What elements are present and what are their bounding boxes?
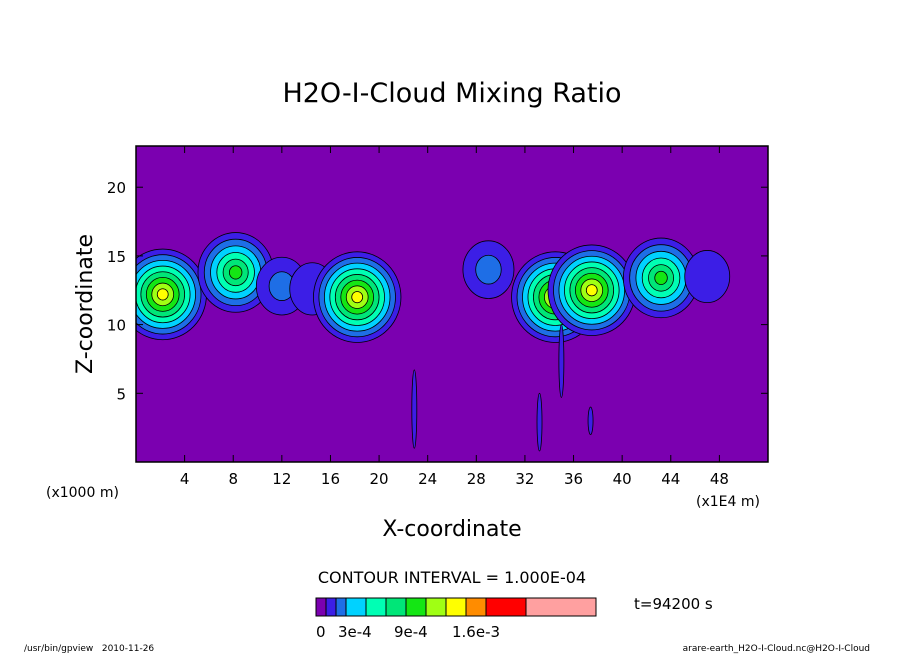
footer-left: /usr/bin/gpview 2010-11-26: [24, 644, 154, 654]
colorbar-swatch: [445, 597, 467, 617]
plot-area: [135, 145, 769, 463]
y-tick-label: 15: [107, 248, 126, 266]
y-tick-label: 10: [107, 317, 126, 335]
colorbar-swatch: [525, 597, 597, 617]
contour-level: [654, 270, 668, 285]
colorbar-label: 9e-4: [394, 623, 428, 641]
cloud-blob: [547, 244, 636, 336]
streak-feature: [536, 392, 543, 452]
contour-level: [228, 265, 243, 280]
y-axis-label: Z-coordinate: [73, 234, 98, 374]
colorbar-label: 3e-4: [338, 623, 372, 641]
cloud-blob: [684, 250, 731, 304]
contour-level: [585, 284, 598, 297]
streak-feature: [587, 406, 594, 435]
x-tick-label: 4: [180, 470, 190, 488]
colorbar-swatch: [485, 597, 527, 617]
colorbar-swatch: [365, 597, 387, 617]
x-tick-label: 48: [710, 470, 729, 488]
x-tick-label: 36: [564, 470, 583, 488]
footer-right: arare-earth_H2O-I-Cloud.nc@H2O-I-Cloud: [683, 644, 870, 654]
cloud-blob: [136, 248, 207, 341]
colorbar-swatch: [335, 597, 347, 617]
colorbar-swatch: [385, 597, 407, 617]
x-tick-label: 20: [370, 470, 389, 488]
x-axis-ticks: 4 8 12 16 20 24 28 32 36 40 44 48: [180, 146, 729, 488]
y-tick-label: 5: [116, 385, 126, 403]
time-label: t=94200 s: [634, 595, 713, 613]
x-unit-right: (x1E4 m): [696, 494, 760, 510]
x-tick-label: 44: [661, 470, 680, 488]
x-tick-label: 24: [418, 470, 437, 488]
colorbar-label: 1.6e-3: [452, 623, 500, 641]
cloud-blob: [197, 232, 274, 313]
x-unit-left: (x1000 m): [46, 485, 119, 501]
streak-feature: [411, 369, 418, 449]
y-axis-ticks: 5 10 15 20: [107, 179, 768, 403]
colorbar-swatch: [315, 597, 327, 617]
contour-level: [351, 291, 364, 304]
y-tick-label: 20: [107, 179, 126, 197]
x-tick-label: 32: [515, 470, 534, 488]
x-tick-label: 12: [272, 470, 291, 488]
colorbar: [315, 597, 597, 617]
cloud-blob: [622, 237, 700, 319]
contour-interval-label: CONTOUR INTERVAL = 1.000E-04: [318, 568, 586, 587]
cloud-blob: [462, 240, 515, 299]
colorbar-labels: 0 3e-4 9e-4 1.6e-3: [316, 623, 500, 641]
colorbar-swatch: [325, 597, 337, 617]
cloud-blob: [313, 251, 402, 343]
x-tick-label: 28: [467, 470, 486, 488]
streak-feature: [558, 324, 565, 398]
colorbar-swatch: [405, 597, 427, 617]
colorbar-label: 0: [316, 623, 326, 641]
x-tick-label: 8: [228, 470, 238, 488]
contour-level: [684, 250, 731, 304]
colorbar-swatch: [345, 597, 367, 617]
x-tick-label: 40: [613, 470, 632, 488]
colorbar-swatch: [425, 597, 447, 617]
contour-level: [156, 288, 169, 301]
chart-title: H2O-I-Cloud Mixing Ratio: [282, 78, 621, 109]
x-tick-label: 16: [321, 470, 340, 488]
contour-level: [475, 254, 502, 285]
x-axis-label: X-coordinate: [382, 517, 521, 542]
colorbar-swatch: [465, 597, 487, 617]
